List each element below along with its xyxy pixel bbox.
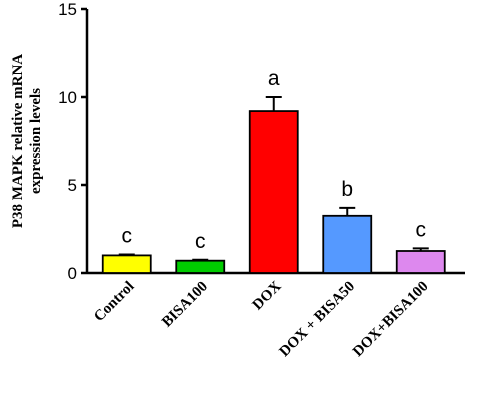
bars xyxy=(101,110,446,274)
y-tick-label: 0 xyxy=(68,264,77,283)
y-tick-label: 10 xyxy=(58,88,77,107)
category-label: DOX xyxy=(250,278,285,313)
significance-letter: b xyxy=(341,178,353,201)
category-label: Control xyxy=(91,279,137,325)
bar xyxy=(322,214,373,274)
category-label: BISA100 xyxy=(159,279,211,331)
y-axis: 0 5 10 15 xyxy=(58,0,89,283)
y-tick-label: 15 xyxy=(58,0,77,19)
bar xyxy=(395,250,446,274)
significance-letter: a xyxy=(268,67,280,90)
significance-letter: c xyxy=(195,230,206,253)
category-label: DOX + BISA50 xyxy=(276,279,358,361)
bar xyxy=(101,254,152,274)
y-axis-label-line: expression levels xyxy=(28,88,44,194)
significance-letter: c xyxy=(122,225,133,248)
significance-labels: c c a b c xyxy=(122,67,427,253)
bar xyxy=(248,110,299,274)
y-axis-label: P38 MAPK relative mRNA expression levels xyxy=(10,54,44,228)
error-bars xyxy=(118,96,429,261)
y-tick-label: 5 xyxy=(68,176,77,195)
bar xyxy=(175,259,226,274)
y-axis-label-line: P38 MAPK relative mRNA xyxy=(10,54,26,228)
category-label: DOX+BISA100 xyxy=(350,279,432,361)
significance-letter: c xyxy=(416,218,427,241)
